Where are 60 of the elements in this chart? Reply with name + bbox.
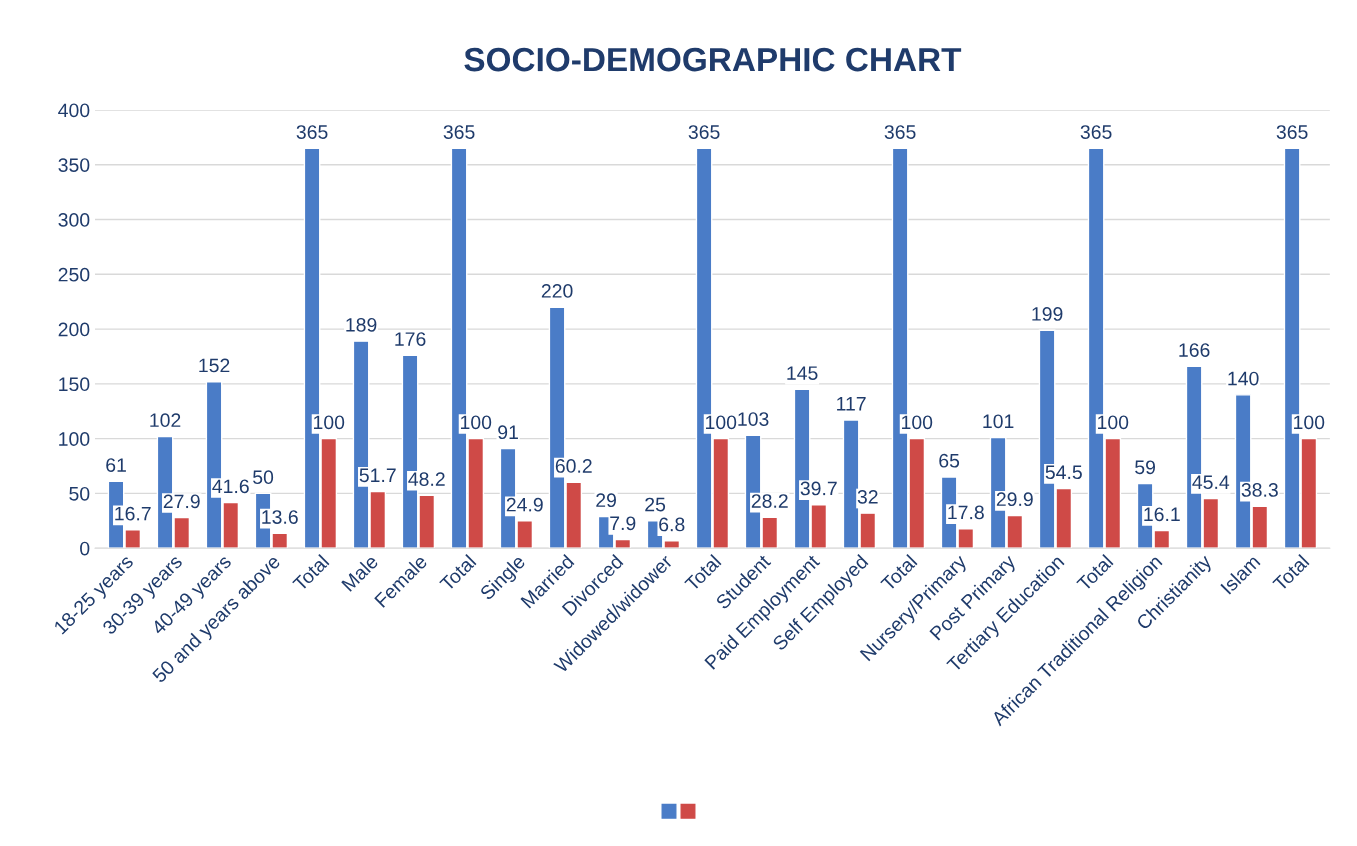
data-label: 13.6 bbox=[262, 510, 298, 524]
data-label: 100 bbox=[314, 415, 345, 430]
data-label: 24.9 bbox=[506, 497, 543, 512]
data-label: 28.2 bbox=[751, 494, 788, 508]
data-label: 45.4 bbox=[1192, 475, 1230, 490]
data-label: 103 bbox=[738, 412, 769, 426]
y-tick-label: 150 bbox=[59, 377, 90, 392]
data-label: 91 bbox=[498, 425, 518, 440]
data-label: 365 bbox=[884, 125, 916, 139]
data-label: 48.2 bbox=[408, 472, 445, 486]
data-label: 32 bbox=[857, 489, 878, 504]
data-label: 365 bbox=[1276, 125, 1308, 139]
y-tick-label: 0 bbox=[80, 541, 90, 556]
data-label: 50 bbox=[253, 470, 274, 485]
data-label: 60.2 bbox=[555, 459, 592, 473]
data-label: 365 bbox=[296, 125, 328, 139]
data-label: 176 bbox=[395, 332, 426, 346]
data-label: 65 bbox=[939, 453, 960, 468]
data-label: 29 bbox=[596, 493, 616, 508]
y-tick-label: 300 bbox=[58, 213, 90, 227]
y-tick-label: 250 bbox=[58, 267, 90, 282]
data-label: 101 bbox=[983, 414, 1014, 429]
y-tick-label: 100 bbox=[59, 432, 90, 446]
data-label: 140 bbox=[1228, 371, 1259, 386]
data-label: 17.8 bbox=[948, 505, 984, 520]
data-label: 100 bbox=[461, 415, 492, 430]
data-label: 117 bbox=[837, 397, 866, 411]
data-label: 100 bbox=[1098, 415, 1129, 430]
data-label: 16.1 bbox=[1144, 507, 1180, 522]
data-label: 25 bbox=[645, 497, 666, 512]
data-label: 16.7 bbox=[115, 506, 151, 521]
data-label: 199 bbox=[1032, 307, 1063, 321]
data-label: 100 bbox=[706, 415, 737, 430]
data-label: 100 bbox=[1294, 415, 1325, 430]
data-label: 27.9 bbox=[163, 494, 200, 509]
data-label: 365 bbox=[1080, 125, 1112, 139]
data-label: 102 bbox=[150, 413, 181, 428]
y-tick-label: 350 bbox=[58, 158, 90, 172]
data-label: 152 bbox=[199, 358, 230, 373]
data-label: 61 bbox=[106, 458, 126, 472]
data-label: 51.7 bbox=[359, 468, 396, 483]
chart-title: SOCIO-DEMOGRAPHIC CHART bbox=[464, 47, 962, 72]
data-label: 189 bbox=[346, 317, 377, 332]
data-label: 365 bbox=[688, 125, 720, 139]
data-label: 220 bbox=[541, 284, 573, 298]
data-label: 39.7 bbox=[800, 481, 837, 496]
data-label: 38.3 bbox=[1241, 483, 1278, 497]
data-label: 6.8 bbox=[659, 517, 685, 532]
data-label: 41.6 bbox=[212, 479, 249, 494]
data-label: 100 bbox=[902, 415, 933, 430]
data-label: 29.9 bbox=[996, 492, 1033, 507]
data-label: 365 bbox=[443, 125, 475, 139]
y-tick-label: 50 bbox=[69, 486, 90, 501]
data-label: 54.5 bbox=[1045, 465, 1082, 480]
y-tick-label: 200 bbox=[58, 322, 90, 337]
data-label: 166 bbox=[1179, 343, 1210, 357]
data-label: 145 bbox=[787, 366, 818, 380]
data-label: 59 bbox=[1135, 460, 1156, 475]
data-label: 7.9 bbox=[610, 516, 636, 531]
y-tick-label: 400 bbox=[58, 103, 90, 118]
